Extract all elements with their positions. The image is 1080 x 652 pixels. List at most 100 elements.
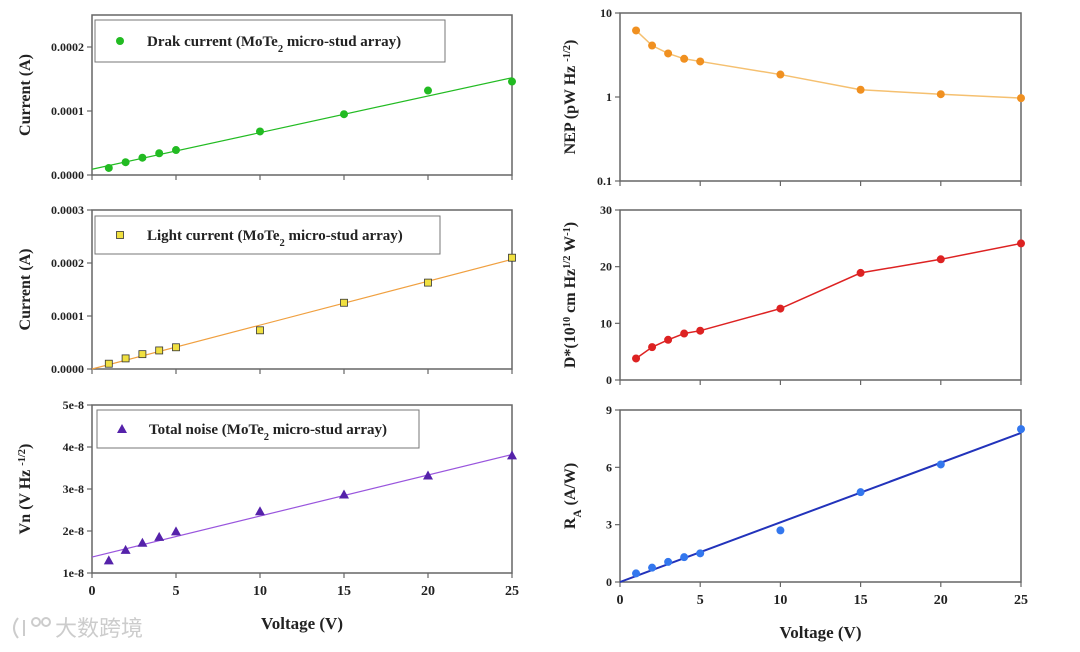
legend-box [94, 215, 441, 255]
text-segment: -1 [562, 227, 573, 236]
watermark-logo-icon [13, 617, 51, 639]
y-axis-label: Vn (V Hz -1/2) [17, 444, 35, 535]
data-point [171, 526, 181, 536]
y-axis-label: Current (A) [17, 249, 34, 331]
y-tick-label: 1 [606, 90, 612, 104]
x-tick-label: 10 [773, 593, 787, 608]
data-point [936, 255, 945, 264]
y-axis-label: NEP (pW Hz -1/2) [562, 40, 580, 155]
y-tick-label: 1e-8 [63, 566, 84, 580]
legend-label: Total noise (MoTe2 micro-stud array) [149, 422, 387, 443]
data-point [664, 557, 673, 566]
y-tick-label: 20 [600, 260, 612, 274]
data-point [936, 90, 945, 99]
x-tick-label: 20 [421, 584, 435, 599]
data-point [116, 231, 124, 239]
data-point [120, 544, 131, 554]
x-axis-label: Voltage (V) [261, 614, 343, 633]
data-point [776, 304, 785, 313]
plot-frame [91, 14, 513, 176]
data-point [117, 424, 127, 433]
legend: Total noise (MoTe2 micro-stud array) [96, 409, 420, 449]
x-tick-label: 5 [173, 584, 180, 599]
chart-light: 0.0000 0.0001 0.0002 0.0003 Current (A) Light… [17, 203, 516, 376]
text-segment: cm Hz [562, 269, 579, 317]
data-point [138, 350, 147, 359]
data-point [103, 555, 114, 565]
data-point [680, 54, 689, 63]
data-point [508, 77, 516, 86]
data-point [1017, 239, 1025, 248]
legend-label: Drak current (MoTe2 micro-stud array) [147, 34, 401, 55]
data-point [1017, 425, 1025, 434]
text-segment: D*(10 [562, 327, 579, 368]
x-tick-label: 15 [337, 584, 351, 599]
text-segment: 10 [562, 317, 573, 327]
y-tick-label: 0.0001 [51, 309, 84, 323]
data-point [339, 489, 349, 499]
data-point [172, 146, 180, 155]
data-point [256, 127, 264, 136]
fit-line [91, 77, 513, 170]
data-point [856, 268, 865, 277]
data-point [116, 37, 124, 45]
text-segment: Vn (V Hz [17, 466, 34, 535]
y-tick-label: 3e-8 [63, 482, 84, 496]
text-segment: R [562, 517, 579, 529]
data-point [664, 335, 673, 344]
y-tick-label: 3 [606, 518, 612, 532]
y-tick-label: 0.0003 [51, 203, 84, 217]
text-segment: Total noise (MoTe [149, 422, 264, 438]
x-axis-label: Voltage (V) [780, 623, 862, 642]
data-point [856, 488, 865, 497]
x-tick-label: 5 [697, 593, 704, 608]
y-tick-label: 0 [606, 373, 612, 387]
data-point [776, 70, 785, 79]
legend-label: Light current (MoTe2 micro-stud array) [147, 228, 403, 249]
y-tick-label: 2e-8 [63, 524, 84, 538]
data-point [154, 531, 165, 541]
text-segment: (A/W) [562, 463, 579, 510]
legend-box [94, 19, 446, 63]
text-segment: Light current (MoTe [147, 228, 280, 244]
text-segment: Current (A) [17, 54, 34, 136]
legend-box [96, 409, 420, 449]
data-point [104, 163, 113, 172]
text-segment: NEP (pW Hz [562, 62, 579, 155]
y-tick-label: 9 [606, 403, 612, 417]
y-axis-label: Current (A) [17, 54, 34, 136]
data-point [648, 343, 657, 352]
data-point [664, 49, 673, 58]
data-point [423, 470, 433, 480]
text-segment: ) [17, 444, 34, 449]
data-point [121, 158, 130, 167]
x-tick-label: 10 [253, 584, 267, 599]
x-tick-label: 25 [1014, 593, 1028, 608]
y-tick-label: 0.0002 [51, 256, 84, 270]
data-point [696, 549, 705, 558]
y-tick-label: 0.1 [597, 174, 612, 188]
text-segment: ) [562, 222, 579, 227]
fit-line [91, 453, 513, 558]
text-segment: ) [562, 40, 579, 45]
data-point [424, 278, 432, 287]
text-segment: W [562, 236, 579, 256]
text-segment: 2 [278, 44, 283, 55]
data-point [508, 253, 516, 262]
fit-line [91, 258, 513, 370]
plot-frame [619, 409, 1022, 583]
data-point [256, 326, 264, 335]
x-tick-label: 0 [89, 584, 96, 599]
data-point [138, 153, 147, 162]
series-line [635, 242, 1022, 360]
data-point [632, 26, 641, 35]
data-point [172, 343, 180, 352]
text-segment: 2 [280, 238, 285, 249]
y-tick-label: 0.0000 [51, 362, 84, 376]
data-point [155, 346, 164, 355]
data-point [104, 359, 113, 368]
data-point [856, 85, 865, 94]
data-point [1017, 94, 1025, 103]
